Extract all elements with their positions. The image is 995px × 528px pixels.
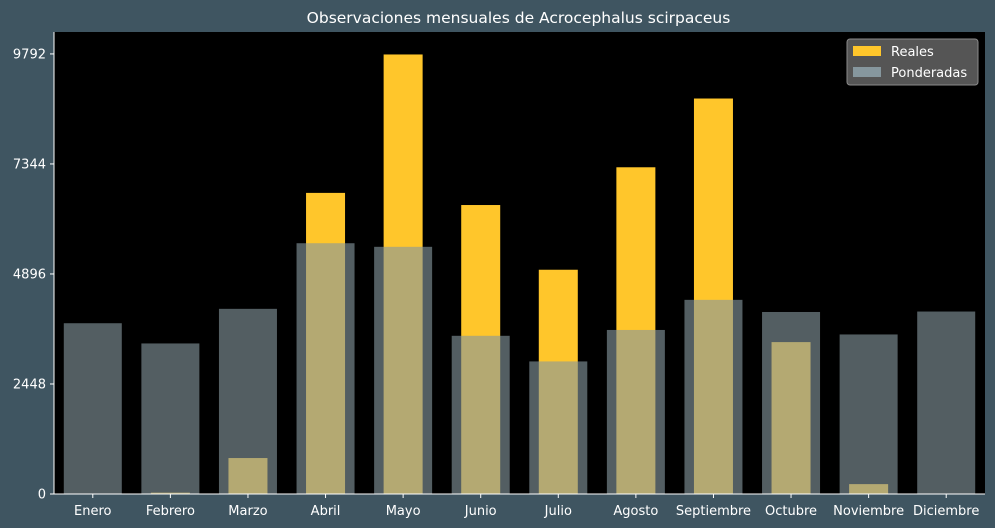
y-tick-label: 4896 bbox=[13, 267, 46, 282]
y-tick-label: 9792 bbox=[13, 47, 46, 62]
legend-swatch-ponderadas bbox=[853, 67, 881, 77]
bar-ponderadas-agosto bbox=[606, 329, 665, 494]
legend-label-ponderadas: Ponderadas bbox=[891, 66, 967, 81]
y-tick-label: 2448 bbox=[13, 377, 46, 392]
bar-ponderadas-abril bbox=[296, 243, 355, 494]
x-tick-label: Julio bbox=[544, 504, 572, 519]
x-tick-label: Diciembre bbox=[913, 504, 979, 519]
bar-ponderadas-mayo bbox=[374, 246, 433, 494]
y-tick-label: 7344 bbox=[13, 157, 46, 172]
x-tick-label: Mayo bbox=[386, 504, 421, 519]
x-tick-label: Noviembre bbox=[833, 504, 904, 519]
bar-ponderadas-enero bbox=[63, 323, 122, 494]
bar-ponderadas-noviembre bbox=[839, 334, 898, 494]
plot-area bbox=[54, 32, 985, 494]
bar-ponderadas-febrero bbox=[141, 343, 200, 494]
x-tick-label: Enero bbox=[74, 504, 112, 519]
bar-ponderadas-diciembre bbox=[917, 311, 976, 494]
x-tick-label: Junio bbox=[464, 504, 497, 519]
chart-title: Observaciones mensuales de Acrocephalus … bbox=[307, 9, 731, 27]
legend-swatch-reales bbox=[853, 46, 881, 56]
y-tick-label: 0 bbox=[38, 488, 46, 503]
bar-ponderadas-septiembre bbox=[684, 299, 743, 494]
x-tick-label: Abril bbox=[311, 504, 341, 519]
x-tick-label: Febrero bbox=[146, 504, 195, 519]
x-tick-label: Marzo bbox=[228, 504, 267, 519]
x-tick-label: Agosto bbox=[613, 504, 658, 519]
bar-ponderadas-marzo bbox=[218, 308, 277, 494]
bar-ponderadas-julio bbox=[529, 361, 588, 494]
legend-label-reales: Reales bbox=[891, 45, 934, 60]
bar-ponderadas-octubre bbox=[762, 311, 821, 494]
x-tick-label: Septiembre bbox=[676, 504, 751, 519]
bar-ponderadas-junio bbox=[451, 335, 510, 494]
x-tick-label: Octubre bbox=[765, 504, 817, 519]
